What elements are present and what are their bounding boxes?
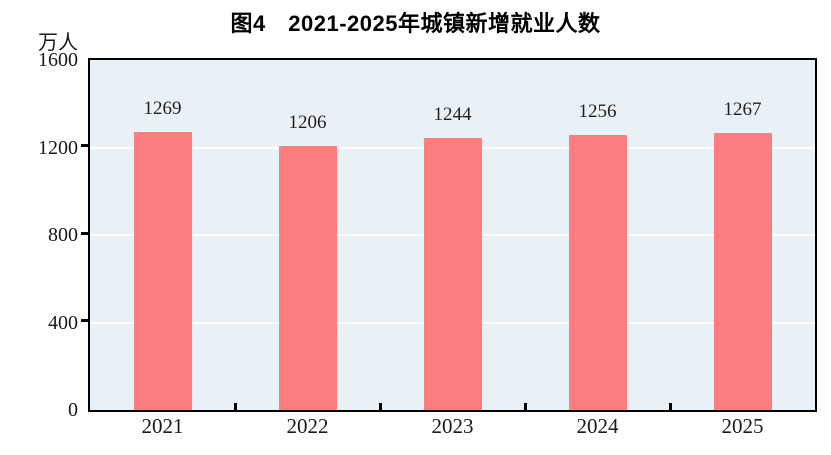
bar-value-label: 1267 <box>723 98 762 120</box>
x-tick-label: 2023 <box>431 414 474 438</box>
x-tick-mark <box>523 403 527 410</box>
y-tick-mark <box>81 231 88 235</box>
y-tick-label: 400 <box>48 311 78 334</box>
bar-value-label: 1256 <box>578 101 617 123</box>
bar <box>423 137 482 410</box>
x-tick-label: 2025 <box>721 414 764 438</box>
bar <box>278 146 337 410</box>
y-tick-mark <box>81 144 88 147</box>
plot-area: 1269 1206 1244 1256 1267 <box>81 58 817 412</box>
x-tick-mark <box>233 403 237 410</box>
bar <box>133 132 192 410</box>
x-tick-mark <box>378 403 382 410</box>
chart-title: 图4 2021-2025年城镇新增就业人数 <box>230 11 601 36</box>
y-tick-mark <box>81 319 88 322</box>
bar <box>713 132 772 410</box>
x-tick-mark <box>668 403 672 410</box>
bar-value-label: 1244 <box>433 103 472 125</box>
x-tick-label: 2022 <box>286 414 329 438</box>
y-axis-unit-label: 万人 <box>38 32 78 54</box>
y-tick-label: 1200 <box>38 136 78 159</box>
x-tick-label: 2024 <box>576 414 619 438</box>
bar-value-label: 1206 <box>288 112 327 134</box>
y-tick-label: 800 <box>48 224 78 246</box>
y-tick-label: 0 <box>68 399 78 421</box>
y-tick-label: 1600 <box>38 49 78 71</box>
bar <box>568 135 627 410</box>
bar-value-label: 1269 <box>143 98 182 120</box>
x-tick-label: 2021 <box>141 414 184 438</box>
